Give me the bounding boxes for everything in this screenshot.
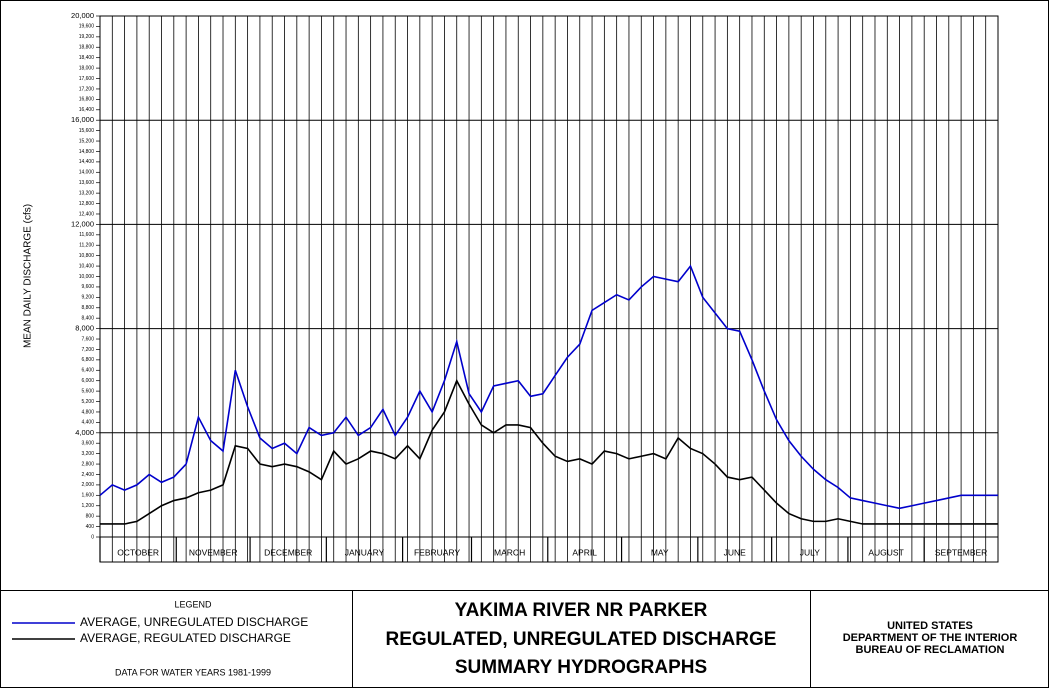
legend-label: AVERAGE, UNREGULATED DISCHARGE <box>80 615 308 629</box>
y-tick-label: 2,000 <box>81 482 94 488</box>
y-tick-label: 3,200 <box>81 451 94 457</box>
agency: DEPARTMENT OF THE INTERIOR <box>843 632 1018 644</box>
y-tick-label: 14,800 <box>79 149 95 155</box>
y-tick-label: 6,000 <box>81 378 94 384</box>
x-tick-label: FEBRUARY <box>414 547 460 557</box>
note: DATA FOR WATER YEARS 1981-1999 <box>115 667 271 677</box>
x-tick-label: OCTOBER <box>117 547 159 557</box>
x-tick-label: JULY <box>800 547 820 557</box>
y-tick-label: 7,600 <box>81 336 94 342</box>
y-tick-label: 10,400 <box>79 263 95 269</box>
y-tick-label: 11,600 <box>79 232 94 238</box>
y-tick-label: 9,600 <box>81 284 94 290</box>
x-tick-label: DECEMBER <box>264 547 312 557</box>
y-tick-label: 9,200 <box>81 295 94 301</box>
y-tick-label: 10,000 <box>79 274 95 280</box>
y-tick-label: 0 <box>91 534 94 540</box>
y-tick-label: 6,400 <box>81 368 94 374</box>
y-tick-label: 400 <box>86 524 95 530</box>
series-line <box>99 264 998 510</box>
y-tick-label: 16,000 <box>71 115 94 124</box>
y-tick-label: 4,400 <box>81 420 94 426</box>
y-tick-label: 11,200 <box>79 243 94 249</box>
y-tick-label: 12,000 <box>71 219 94 228</box>
y-tick-label: 18,800 <box>79 45 95 51</box>
y-tick-label: 8,800 <box>81 305 94 311</box>
x-tick-label: MARCH <box>494 547 525 557</box>
agency: BUREAU OF RECLAMATION <box>856 644 1005 656</box>
title: REGULATED, UNREGULATED DISCHARGE <box>386 629 777 650</box>
y-tick-label: 20,000 <box>71 11 94 20</box>
y-tick-label: 19,200 <box>79 34 95 40</box>
y-tick-label: 19,600 <box>79 24 95 30</box>
title: YAKIMA RIVER NR PARKER <box>455 600 708 621</box>
y-tick-label: 1,200 <box>81 503 94 509</box>
x-tick-label: AUGUST <box>868 547 903 557</box>
y-tick-label: 14,400 <box>79 159 95 165</box>
title: SUMMARY HYDROGRAPHS <box>455 657 707 678</box>
y-tick-label: 6,800 <box>81 357 94 363</box>
y-axis-label: MEAN DAILY DISCHARGE (cfs) <box>23 204 34 348</box>
y-tick-label: 5,200 <box>81 399 94 405</box>
x-tick-label: SEPTEMBER <box>935 547 987 557</box>
y-tick-label: 8,000 <box>75 324 94 333</box>
y-tick-label: 12,800 <box>79 201 95 207</box>
y-tick-label: 13,600 <box>79 180 95 186</box>
y-tick-label: 16,800 <box>79 97 95 103</box>
legend-label: AVERAGE, REGULATED DISCHARGE <box>80 631 291 645</box>
y-tick-label: 18,000 <box>79 65 95 71</box>
y-tick-label: 17,200 <box>79 86 95 92</box>
x-tick-label: JUNE <box>724 547 747 557</box>
y-tick-label: 14,000 <box>79 170 95 176</box>
x-tick-label: MAY <box>651 547 669 557</box>
y-tick-label: 5,600 <box>81 388 94 394</box>
y-tick-label: 2,400 <box>81 472 94 478</box>
y-tick-label: 8,400 <box>81 316 94 322</box>
y-tick-label: 15,200 <box>79 138 95 144</box>
y-tick-label: 15,600 <box>79 128 95 134</box>
y-tick-label: 1,600 <box>81 493 94 499</box>
y-tick-label: 7,200 <box>81 347 94 353</box>
plot-frame <box>99 15 999 563</box>
agency: UNITED STATES <box>887 620 973 632</box>
series-line <box>100 378 998 525</box>
y-tick-label: 2,800 <box>81 461 94 467</box>
x-tick-label: APRIL <box>572 547 597 557</box>
y-tick-label: 10,800 <box>79 253 95 259</box>
y-tick-label: 4,000 <box>75 428 94 437</box>
y-tick-label: 17,600 <box>79 76 95 82</box>
y-tick-label: 16,400 <box>79 107 95 113</box>
y-tick-label: 13,200 <box>79 190 95 196</box>
x-tick-label: NOVEMBER <box>189 547 238 557</box>
y-tick-label: 3,600 <box>81 441 94 447</box>
legend-title: LEGEND <box>174 599 212 609</box>
y-tick-label: 800 <box>86 513 95 519</box>
y-tick-label: 18,400 <box>79 55 95 61</box>
x-tick-label: JANUARY <box>345 547 385 557</box>
y-tick-label: 12,400 <box>79 211 95 217</box>
y-tick-label: 4,800 <box>81 409 94 415</box>
